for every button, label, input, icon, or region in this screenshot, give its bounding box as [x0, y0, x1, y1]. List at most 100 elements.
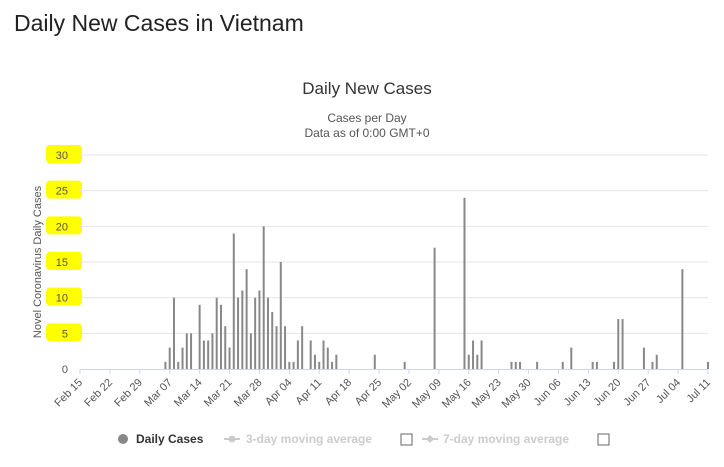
bar-2020-06-15[interactable] — [595, 361, 598, 369]
legend-item-daily-cases[interactable]: Daily Cases — [118, 432, 204, 446]
bar-2020-04-04[interactable] — [288, 361, 291, 369]
bar-2020-04-01[interactable] — [275, 326, 278, 369]
y-tick-highlight-25 — [46, 180, 82, 199]
chart-title: Daily New Cases — [302, 79, 431, 98]
bar-2020-03-21[interactable] — [228, 347, 231, 369]
bar-2020-03-15[interactable] — [202, 340, 205, 369]
bar-2020-03-31[interactable] — [271, 311, 274, 369]
bar-2020-05-26[interactable] — [510, 361, 513, 369]
bar-2020-04-03[interactable] — [284, 326, 287, 369]
bar-2020-06-26[interactable] — [642, 347, 645, 369]
bar-2020-04-02[interactable] — [279, 262, 282, 369]
bar-2020-03-08[interactable] — [172, 297, 175, 369]
legend-daily-cases-marker — [118, 434, 128, 444]
legend-item-3-day-average[interactable]: 3-day moving average — [224, 432, 413, 446]
bar-2020-06-01[interactable] — [536, 361, 539, 369]
bar-2020-03-29[interactable] — [262, 226, 265, 369]
bar-2020-04-09[interactable] — [309, 340, 312, 369]
y-axis-label: Novel Coronavirus Daily Cases — [32, 185, 44, 338]
bar-2020-05-08[interactable] — [433, 247, 436, 369]
bar-2020-05-17[interactable] — [472, 340, 475, 369]
bar-2020-03-12[interactable] — [190, 333, 193, 369]
bar-2020-05-27[interactable] — [514, 361, 517, 369]
bar-2020-03-27[interactable] — [254, 297, 257, 369]
x-tick-label-11: May 02 — [380, 377, 414, 411]
legend-3-day-checkbox[interactable] — [400, 433, 413, 446]
y-tick-highlight-10 — [46, 287, 82, 306]
x-tick-label-1: Feb 22 — [82, 377, 115, 410]
x-tick-label-6: Mar 28 — [232, 377, 265, 410]
bar-2020-05-18[interactable] — [476, 354, 479, 369]
bar-2020-03-26[interactable] — [249, 333, 252, 369]
bar-2020-06-19[interactable] — [613, 361, 616, 369]
bar-2020-04-12[interactable] — [322, 340, 325, 369]
bar-2020-03-24[interactable] — [241, 290, 244, 369]
bar-2020-07-05[interactable] — [681, 269, 684, 369]
x-tick-label-18: Jun 20 — [592, 377, 624, 409]
bar-2020-03-14[interactable] — [198, 304, 201, 369]
bar-2020-04-05[interactable] — [292, 361, 295, 369]
bar-2020-04-13[interactable] — [326, 347, 329, 369]
legend-7-day-checkbox[interactable] — [597, 433, 610, 446]
y-axis-highlight-marks — [46, 145, 82, 342]
legend-7-day-marker — [426, 435, 434, 443]
bar-2020-06-28[interactable] — [651, 361, 654, 369]
bar-2020-06-07[interactable] — [561, 361, 564, 369]
bar-2020-03-09[interactable] — [177, 361, 180, 369]
page-heading: Daily New Cases in Vietnam — [14, 10, 304, 36]
bar-2020-04-24[interactable] — [373, 354, 376, 369]
bar-2020-06-20[interactable] — [617, 319, 620, 369]
chart-subtitle-line-2: Data as of 0:00 GMT+0 — [304, 126, 429, 140]
y-tick-label-5: 5 — [62, 328, 68, 340]
bar-2020-03-25[interactable] — [245, 269, 248, 369]
bar-2020-06-14[interactable] — [591, 361, 594, 369]
bar-2020-04-06[interactable] — [296, 340, 299, 369]
x-tick-label-7: Apr 04 — [263, 377, 294, 408]
bars-daily-cases — [164, 197, 709, 369]
bar-2020-06-29[interactable] — [655, 354, 658, 369]
x-tick-label-17: Jun 13 — [562, 377, 594, 409]
bar-2020-05-01[interactable] — [403, 361, 406, 369]
bar-2020-05-16[interactable] — [467, 354, 470, 369]
bar-2020-03-06[interactable] — [164, 361, 167, 369]
y-tick-label-20: 20 — [56, 221, 68, 233]
x-tick-label-12: May 09 — [410, 377, 444, 411]
bar-2020-03-17[interactable] — [211, 333, 214, 369]
grid-lines — [80, 154, 708, 334]
bar-2020-03-10[interactable] — [181, 347, 184, 369]
bar-2020-04-11[interactable] — [318, 361, 321, 369]
bar-2020-03-22[interactable] — [232, 233, 235, 369]
x-tick-label-14: May 23 — [470, 377, 504, 411]
bar-2020-03-16[interactable] — [207, 340, 210, 369]
legend-item-7-day-average[interactable]: 7-day moving average — [422, 432, 610, 446]
chart-subtitle-line-1: Cases per Day — [327, 111, 406, 125]
y-tick-label-25: 25 — [56, 186, 68, 198]
bar-2020-06-09[interactable] — [570, 347, 573, 369]
bar-2020-04-10[interactable] — [313, 354, 316, 369]
y-axis-ticks: 0 5 10 15 20 25 30 — [56, 150, 68, 376]
bar-2020-03-18[interactable] — [215, 297, 218, 369]
bar-2020-03-19[interactable] — [219, 304, 222, 369]
x-tick-label-10: Apr 25 — [353, 377, 384, 408]
bar-2020-06-21[interactable] — [621, 319, 624, 369]
x-tick-label-0: Feb 15 — [52, 377, 85, 410]
bar-2020-03-28[interactable] — [258, 290, 261, 369]
x-tick-label-16: Jun 06 — [532, 377, 564, 409]
x-tick-label-21: Jul 11 — [684, 377, 713, 406]
bar-2020-03-11[interactable] — [185, 333, 188, 369]
bar-2020-03-23[interactable] — [237, 297, 240, 369]
legend-3-day-label: 3-day moving average — [246, 432, 372, 446]
bar-2020-05-19[interactable] — [480, 340, 483, 369]
bar-2020-04-15[interactable] — [335, 354, 338, 369]
bar-2020-04-14[interactable] — [331, 361, 334, 369]
bar-2020-05-15[interactable] — [463, 197, 466, 369]
x-tick-label-19: Jun 27 — [621, 377, 653, 409]
bar-2020-07-11[interactable] — [707, 361, 709, 369]
bar-2020-04-07[interactable] — [301, 326, 304, 369]
y-tick-label-10: 10 — [56, 293, 68, 305]
bar-2020-03-07[interactable] — [168, 347, 171, 369]
bar-2020-03-30[interactable] — [266, 297, 269, 369]
bar-2020-03-20[interactable] — [224, 326, 227, 369]
bar-2020-05-28[interactable] — [519, 361, 522, 369]
